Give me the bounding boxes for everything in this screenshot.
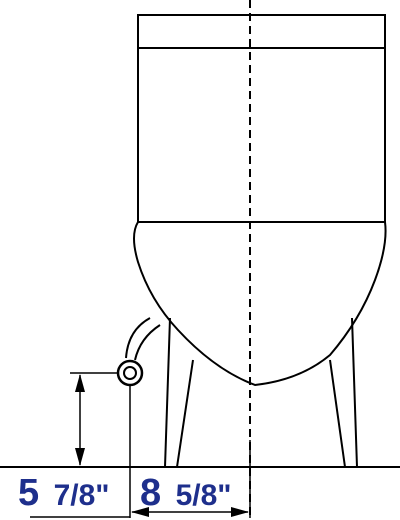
height-whole: 5 [18, 472, 39, 514]
toilet-bowl [133, 221, 387, 387]
offset-fraction: 5/8" [176, 479, 232, 512]
height-fraction: 7/8" [54, 479, 110, 512]
height-dimension-label: 5 7/8" [18, 472, 110, 514]
offset-dimension-label: 8 5/8" [140, 472, 232, 514]
water-supply-valve [116, 359, 144, 387]
right-pedestal [329, 317, 358, 468]
left-pedestal [164, 317, 194, 468]
supply-tube [125, 317, 161, 361]
offset-dimension-arrow [131, 507, 249, 517]
height-dimension-arrow [75, 374, 85, 466]
toilet-tank [137, 14, 386, 223]
offset-whole: 8 [140, 472, 161, 514]
